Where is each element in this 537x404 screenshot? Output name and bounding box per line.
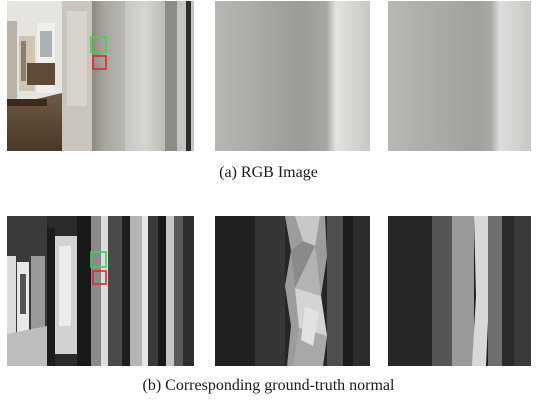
normal-red-patch-zoom	[388, 216, 531, 366]
rgb-scene-image	[7, 1, 194, 151]
normal-scene-image	[7, 216, 194, 366]
normal-green-patch-zoom	[215, 216, 370, 366]
rgb-red-patch-zoom	[388, 1, 531, 151]
caption-b: (b) Corresponding ground-truth normal	[142, 377, 395, 394]
caption-a: (a) RGB Image	[219, 164, 318, 181]
rgb-green-patch-zoom	[215, 1, 370, 151]
